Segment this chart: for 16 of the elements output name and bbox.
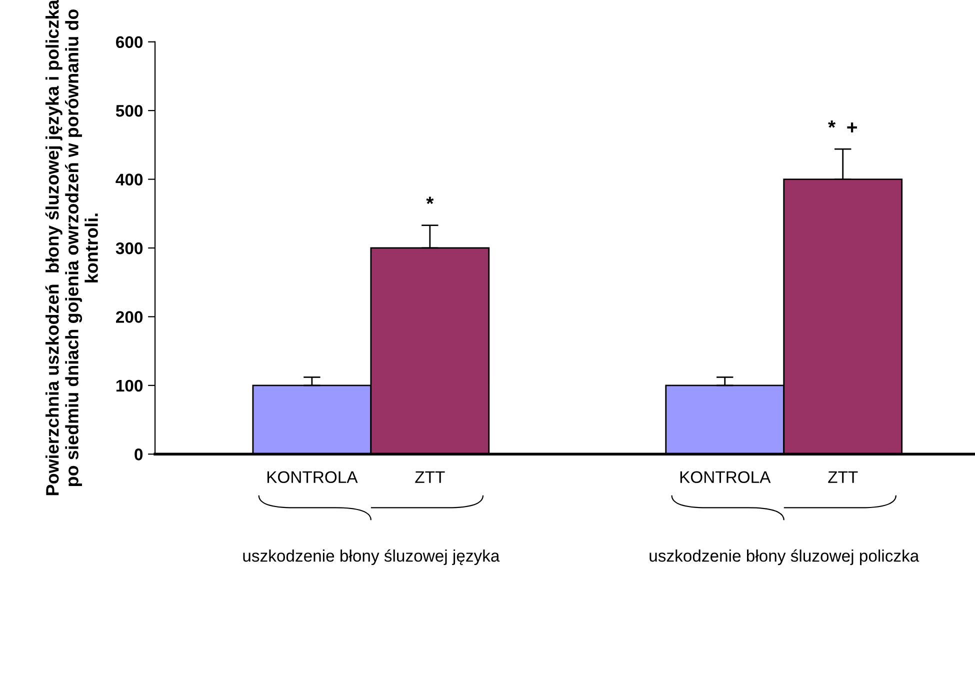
y-tick-label: 600 (116, 36, 143, 48)
y-tick-label: 300 (116, 242, 143, 254)
y-tick-label: 200 (116, 311, 143, 323)
y-axis-title: Powierzchnia uszkodzeń błony śluzowej języka i policzka po siedmiu dniach gojenia owrzodzeń w porównaniu do kontroli. (45, 0, 98, 496)
text: uszkodzenie błony śluzowej policzka (650, 549, 920, 566)
data-label: * + (828, 120, 857, 132)
x-tick-label: ZTT (828, 471, 858, 483)
y-tick-label: 0 (134, 448, 143, 460)
text: uszkodzenie błony śluzowej języka (243, 549, 500, 566)
x-tick-label: KONTROLA (267, 471, 358, 484)
x-tick-label: KONTROLA (680, 471, 771, 484)
y-tick-label: 500 (116, 104, 143, 117)
y-tick-label: 100 (116, 380, 143, 392)
y-tick-label: 400 (116, 174, 143, 186)
data-label: * (426, 196, 434, 204)
x-tick-label: ZTT (415, 471, 445, 483)
